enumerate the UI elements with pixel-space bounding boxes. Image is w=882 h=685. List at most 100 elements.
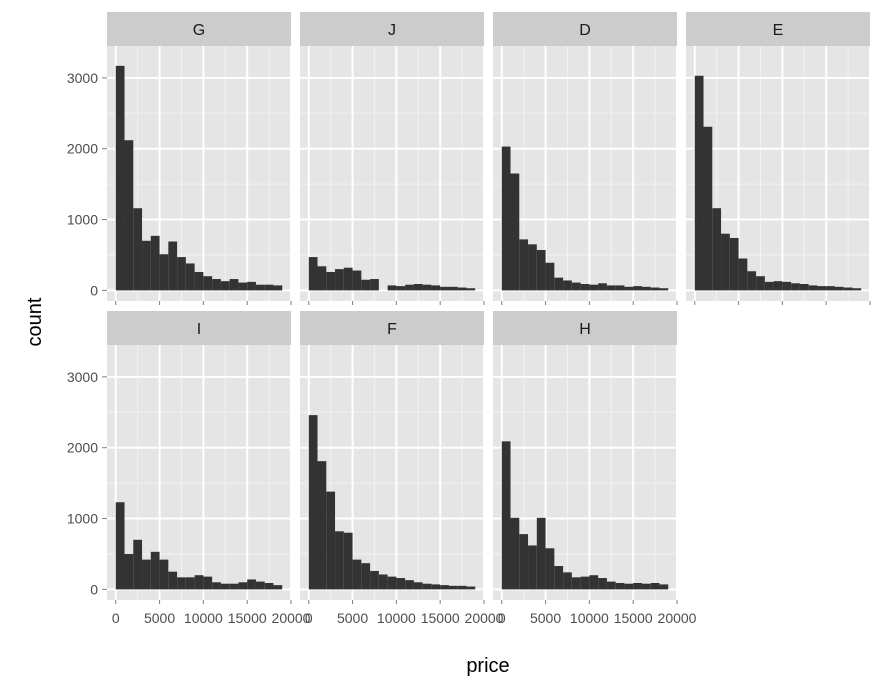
histogram-bar xyxy=(598,578,607,590)
histogram-bar xyxy=(606,285,616,291)
histogram-bar xyxy=(659,584,669,590)
x-tick-label: 10000 xyxy=(570,610,609,626)
panel-background xyxy=(300,46,484,301)
x-tick-label: 0 xyxy=(305,610,313,626)
histogram-bar xyxy=(229,279,239,291)
histogram-bar xyxy=(396,578,406,590)
histogram-bar xyxy=(238,582,248,590)
histogram-bar xyxy=(264,284,274,291)
histogram-bar xyxy=(326,491,336,590)
histogram-bar xyxy=(545,548,555,590)
histogram-bar xyxy=(843,287,853,291)
histogram-bar xyxy=(826,286,835,291)
histogram-bar xyxy=(580,576,590,590)
x-tick-label: 0 xyxy=(112,610,120,626)
histogram-bar xyxy=(247,579,256,590)
histogram-bar xyxy=(255,284,265,291)
histogram-bar xyxy=(598,283,607,291)
histogram-bar xyxy=(361,279,371,291)
histogram-bar xyxy=(177,577,186,590)
histogram-bar xyxy=(387,285,397,291)
facet-panel-h: H xyxy=(493,311,678,600)
histogram-bar xyxy=(563,280,572,291)
histogram-bar xyxy=(703,126,713,291)
histogram-bar xyxy=(817,286,827,291)
histogram-bar xyxy=(150,551,160,590)
x-tick-label: 5000 xyxy=(144,610,175,626)
histogram-bar xyxy=(773,281,783,291)
x-axis-title: price xyxy=(466,655,509,677)
facet-strip-label: D xyxy=(579,22,591,39)
histogram-bar xyxy=(440,585,449,590)
histogram-bar xyxy=(457,585,467,590)
histogram-bar xyxy=(203,276,213,291)
y-axis-title: count xyxy=(24,297,46,346)
histogram-bar xyxy=(554,277,564,291)
histogram-bar xyxy=(343,532,353,590)
x-tick-label: 10000 xyxy=(184,610,223,626)
histogram-bar xyxy=(571,577,581,590)
facet-strip-label: I xyxy=(197,321,201,338)
histogram-bar xyxy=(501,146,511,291)
x-tick-label: 15000 xyxy=(614,610,653,626)
histogram-bar xyxy=(756,276,765,291)
histogram-bar xyxy=(782,281,792,291)
histogram-bar xyxy=(326,271,336,291)
histogram-bar xyxy=(255,581,265,590)
histogram-bar xyxy=(580,284,590,291)
facet-strip xyxy=(300,12,484,46)
histogram-bar xyxy=(185,263,195,291)
histogram-bar xyxy=(370,279,379,291)
histogram-bar xyxy=(650,287,660,291)
histogram-bar xyxy=(159,254,169,291)
x-tick-label: 20000 xyxy=(272,610,311,626)
histogram-bar xyxy=(308,257,318,291)
histogram-bar xyxy=(721,233,730,291)
histogram-bar xyxy=(115,502,125,590)
histogram-bar xyxy=(747,271,757,291)
histogram-bar xyxy=(615,583,625,590)
facet-strip xyxy=(493,311,677,345)
histogram-bar xyxy=(694,75,704,291)
histogram-bar xyxy=(519,534,529,590)
facet-strip-label: F xyxy=(387,321,397,338)
histogram-bar xyxy=(352,270,362,291)
histogram-bar xyxy=(413,582,423,590)
y-tick-label: 3000 xyxy=(67,70,98,86)
histogram-bar xyxy=(528,545,537,590)
y-tick-label: 1000 xyxy=(67,212,98,228)
histogram-bar xyxy=(554,566,564,590)
histogram-bar xyxy=(150,235,160,291)
histogram-bar xyxy=(142,240,151,291)
x-tick-label: 5000 xyxy=(530,610,561,626)
facet-panel-f: F xyxy=(300,311,485,600)
histogram-bar xyxy=(352,559,362,590)
histogram-bar xyxy=(124,553,134,590)
histogram-bar xyxy=(641,583,651,590)
histogram-bar xyxy=(641,286,651,291)
histogram-bar xyxy=(431,584,441,590)
histogram-bar xyxy=(133,208,143,291)
histogram-bar xyxy=(466,586,476,590)
histogram-bar xyxy=(589,284,599,291)
facet-panel-j: J xyxy=(300,12,485,301)
histogram-bar xyxy=(422,583,432,590)
histogram-bar xyxy=(194,575,204,590)
y-tick-label: 1000 xyxy=(67,511,98,527)
histogram-bar xyxy=(510,517,520,590)
histogram-bar xyxy=(273,285,283,291)
histogram-bar xyxy=(387,576,397,590)
histogram-bar xyxy=(791,283,800,291)
histogram-bar xyxy=(729,237,739,291)
histogram-bar xyxy=(124,140,134,291)
histogram-bar xyxy=(431,285,441,291)
histogram-bar xyxy=(624,286,634,291)
histogram-bar xyxy=(519,239,529,291)
x-tick-label: 0 xyxy=(498,610,506,626)
histogram-bar xyxy=(229,583,239,590)
histogram-bar xyxy=(440,286,449,291)
histogram-bar xyxy=(308,415,318,590)
x-tick-label: 20000 xyxy=(465,610,504,626)
facet-panel-i: I xyxy=(107,311,292,600)
